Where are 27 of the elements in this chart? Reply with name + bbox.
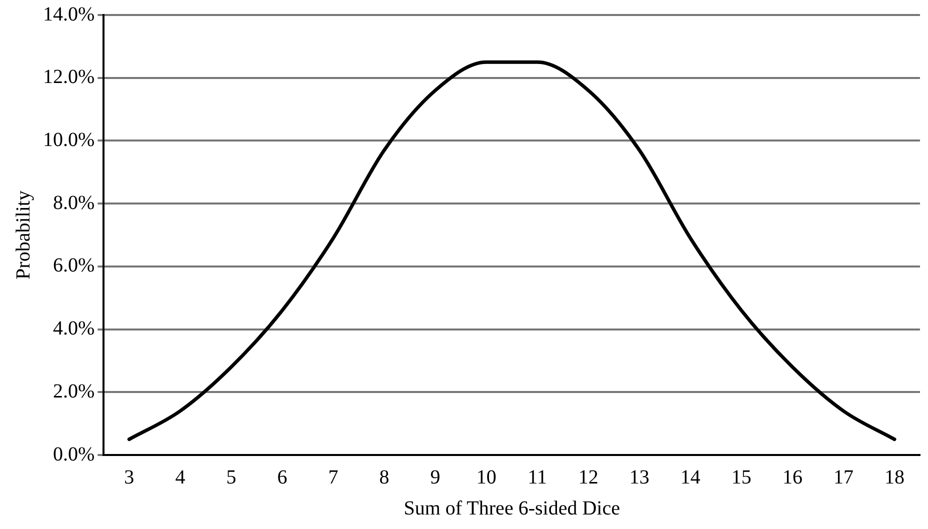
x-tick-label: 8 bbox=[379, 466, 390, 488]
y-tick-label: 14.0% bbox=[42, 3, 95, 26]
x-tick-label: 3 bbox=[124, 466, 134, 488]
x-tick-label: 18 bbox=[884, 466, 904, 488]
x-tick-label: 12 bbox=[578, 466, 598, 488]
y-tick-label: 4.0% bbox=[52, 318, 95, 340]
y-tick-label: 8.0% bbox=[52, 192, 95, 214]
y-tick-label: 12.0% bbox=[42, 66, 95, 88]
y-tick-label: 0.0% bbox=[52, 443, 95, 466]
x-tick-label: 10 bbox=[476, 466, 496, 488]
y-axis-title: Probability bbox=[12, 190, 34, 280]
x-tick-label: 14 bbox=[680, 466, 700, 488]
x-tick-label: 6 bbox=[277, 466, 288, 488]
x-tick-label: 11 bbox=[528, 466, 547, 488]
x-tick-label: 5 bbox=[226, 466, 236, 488]
y-tick-label: 6.0% bbox=[52, 254, 95, 277]
x-tick-label: 7 bbox=[328, 466, 338, 488]
y-tick-label: 10.0% bbox=[42, 128, 95, 151]
line-series bbox=[127, 60, 896, 442]
x-tick-label: 17 bbox=[833, 466, 854, 488]
x-tick-label: 4 bbox=[175, 466, 186, 488]
x-tick-label: 9 bbox=[430, 466, 440, 488]
x-tick-label: 16 bbox=[782, 466, 802, 488]
y-tick-label: 2.0% bbox=[52, 380, 95, 402]
x-tick-label: 15 bbox=[731, 466, 752, 488]
x-tick-label: 13 bbox=[629, 466, 650, 488]
x-axis-title: Sum of Three 6-sided Dice bbox=[404, 497, 620, 520]
